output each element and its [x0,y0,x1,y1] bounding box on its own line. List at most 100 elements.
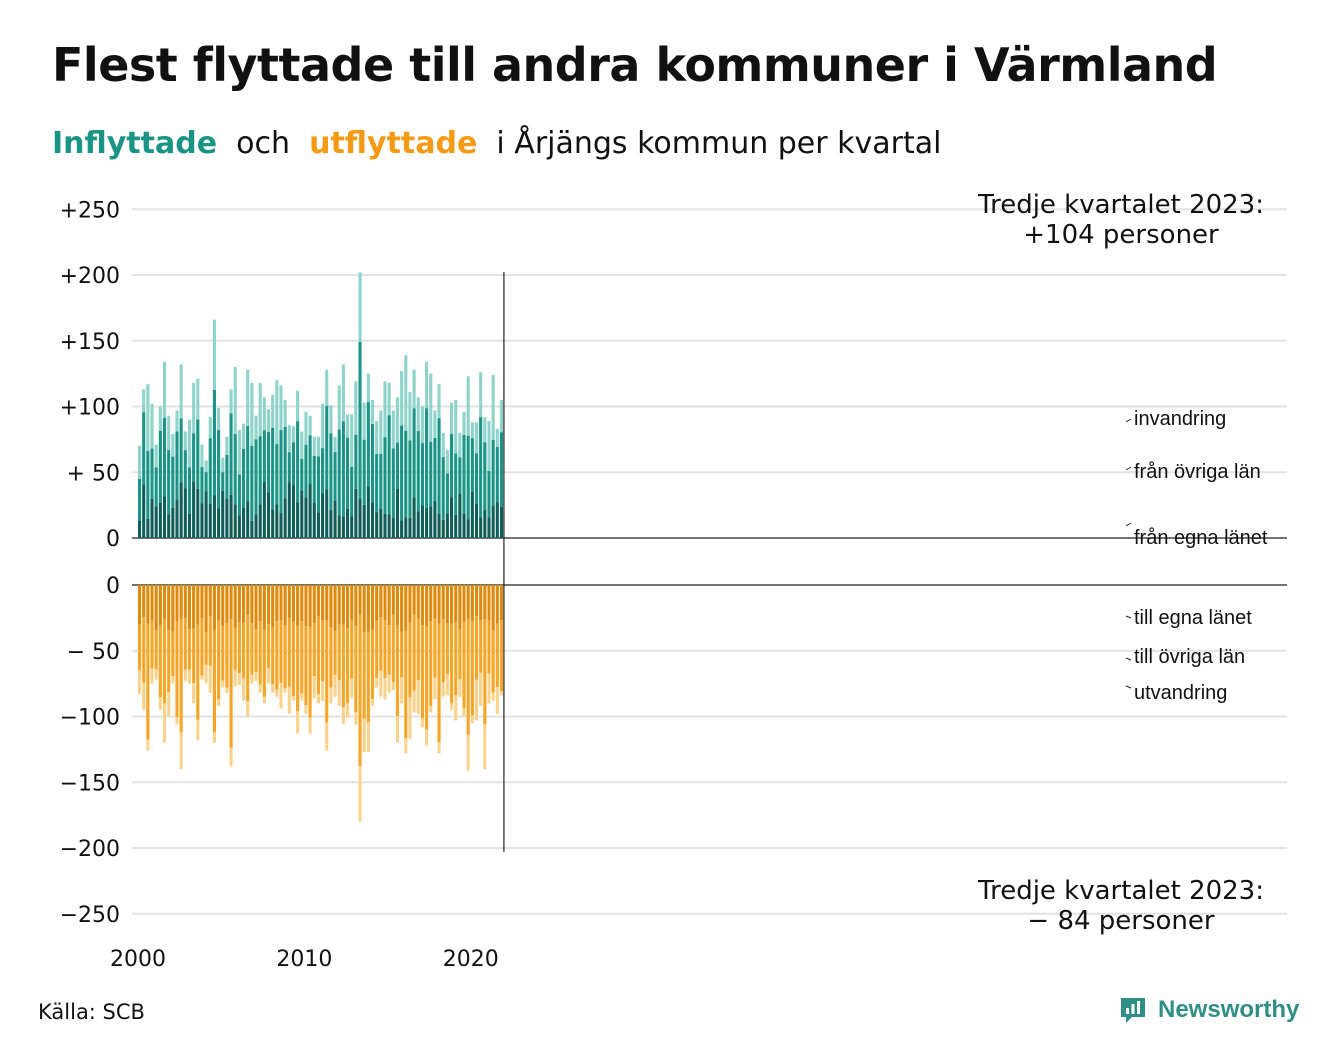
bar-out-ovriga-lan [237,622,241,674]
subtitle-utflyttade: utflyttade [309,126,478,161]
bar-in-egna-lanet [454,514,458,538]
bar-in-egna-lanet [146,518,150,538]
series-label-leader [1125,657,1132,661]
bar-out-utvandring [187,669,192,684]
bar-out-ovriga-lan [171,631,175,677]
bar-out-ovriga-lan [358,614,362,767]
bar-in-egna-lanet [296,502,300,538]
bar-in-invandring [200,444,204,468]
bar-in-egna-lanet [175,499,179,538]
bar-in-egna-lanet [391,517,395,538]
bar-out-egna-lanet [470,585,474,621]
bar-out-utvandring [437,742,441,754]
bar-out-ovriga-lan [466,618,470,735]
bar-in-egna-lanet [383,514,387,538]
bar-in-invandring [146,384,150,451]
bar-out-utvandring [387,674,391,693]
bar-in-invandring [308,415,312,436]
bar-out-utvandring [142,682,146,710]
bar-in-ovriga-lan [420,443,424,506]
bar-out-utvandring [470,715,474,724]
bar-out-egna-lanet [287,585,291,619]
annotation-top-line2: +104 personer [1023,220,1219,250]
bar-in-ovriga-lan [375,454,379,513]
bar-out-egna-lanet [196,585,200,625]
y-tick-bottom: −150 [60,771,120,796]
bar-out-ovriga-lan [491,629,495,693]
bar-in-ovriga-lan [470,438,474,492]
bar-in-invandring [171,434,175,457]
bar-in-egna-lanet [350,516,354,538]
bar-in-egna-lanet [150,498,154,538]
bar-out-egna-lanet [341,585,345,625]
bar-in-egna-lanet [279,512,283,538]
bar-in-egna-lanet [400,520,404,538]
bar-out-ovriga-lan [246,615,250,702]
y-tick-bottom: −200 [60,837,120,862]
bar-out-ovriga-lan [271,627,275,685]
bar-in-ovriga-lan [346,437,350,509]
bar-out-egna-lanet [237,585,241,623]
bar-out-utvandring [175,717,179,725]
bar-out-egna-lanet [150,585,154,621]
bar-in-egna-lanet [321,493,325,538]
bar-out-egna-lanet [495,585,499,624]
bar-out-utvandring [425,729,429,746]
bar-out-ovriga-lan [450,623,454,703]
bar-in-egna-lanet [275,504,279,538]
bar-in-ovriga-lan [142,412,146,485]
bar-out-egna-lanet [491,585,495,630]
bar-in-egna-lanet [325,489,329,538]
bar-in-ovriga-lan [366,402,370,487]
migration-chart: +250 +200 +150 +100 + 50 0 0 − 50 −100 −150 −200 −2… [60,198,1287,972]
bar-in-ovriga-lan [208,438,212,504]
bar-out-ovriga-lan [341,624,345,708]
bar-out-utvandring [346,703,350,718]
bar-out-ovriga-lan [200,618,204,676]
bar-out-ovriga-lan [333,631,337,675]
bar-out-egna-lanet [375,585,379,621]
bar-in-invandring [266,409,271,433]
bar-out-egna-lanet [420,585,424,626]
bar-out-ovriga-lan [379,617,383,671]
bar-out-utvandring [483,724,487,770]
bar-out-egna-lanet [458,585,462,629]
bar-out-egna-lanet [395,585,400,625]
bar-out-utvandring [204,664,208,684]
bar-in-egna-lanet [395,488,400,538]
bar-in-invandring [479,372,483,418]
bar-in-invandring [183,431,187,451]
bar-out-ovriga-lan [412,614,416,691]
bar-in-ovriga-lan [233,434,237,505]
bar-out-egna-lanet [146,585,150,624]
bar-out-ovriga-lan [316,616,320,695]
bar-in-ovriga-lan [341,421,345,517]
bar-in-egna-lanet [233,504,237,538]
bar-out-ovriga-lan [196,624,200,720]
bar-out-ovriga-lan [325,620,329,723]
bar-in-ovriga-lan [279,430,283,513]
bar-out-ovriga-lan [387,625,391,675]
bar-in-invandring [499,399,504,433]
bar-in-ovriga-lan [212,389,216,496]
bar-out-utvandring [246,701,250,717]
bar-in-invandring [246,369,250,427]
bar-out-ovriga-lan [300,621,304,694]
bar-in-ovriga-lan [246,426,250,502]
bar-in-invandring [150,403,154,449]
bar-in-egna-lanet [358,499,362,538]
bar-in-invandring [296,390,300,422]
bar-in-ovriga-lan [350,466,354,517]
bar-in-ovriga-lan [479,417,483,518]
bar-out-ovriga-lan [495,623,499,687]
bar-out-utvandring [225,687,229,693]
bar-out-ovriga-lan [242,623,246,679]
bar-in-ovriga-lan [217,430,221,509]
bar-in-ovriga-lan [358,341,362,500]
bar-in-egna-lanet [462,513,466,538]
bar-in-ovriga-lan [329,433,333,510]
bar-in-egna-lanet [387,514,391,538]
bar-out-ovriga-lan [391,614,395,683]
bar-out-egna-lanet [271,585,275,628]
bar-in-invandring [158,406,162,431]
